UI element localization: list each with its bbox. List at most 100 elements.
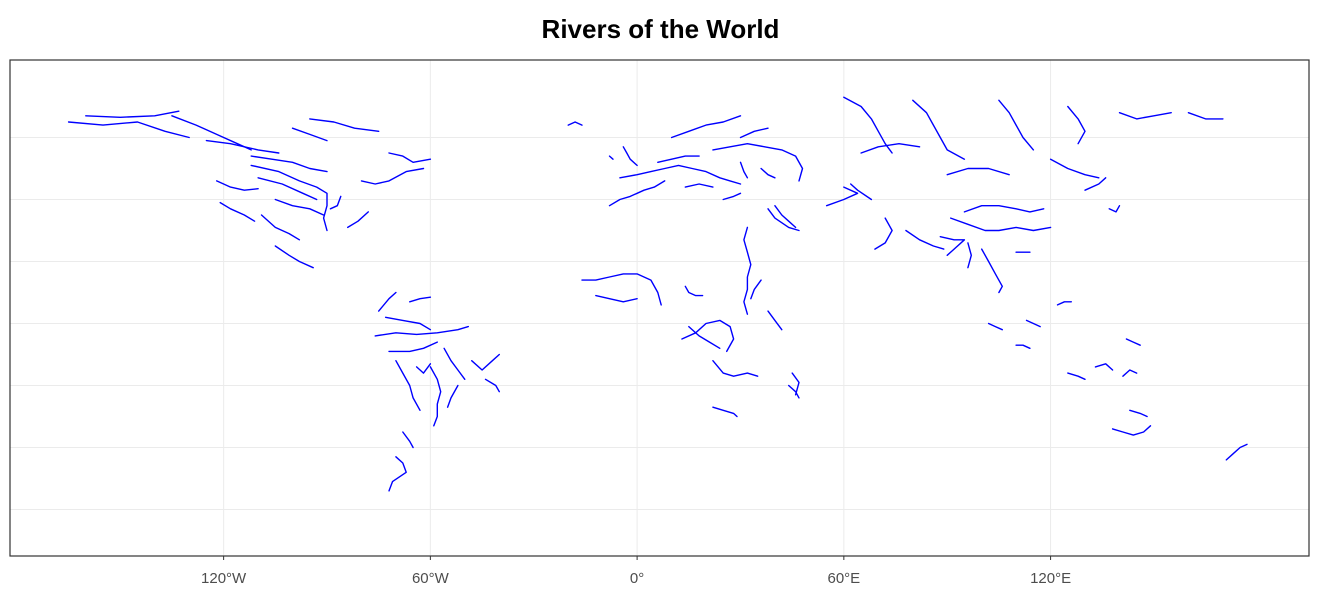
river-line bbox=[743, 226, 752, 315]
river-line bbox=[739, 127, 769, 139]
river-line bbox=[85, 110, 180, 119]
river-line bbox=[595, 294, 638, 303]
river-group-south-america bbox=[374, 291, 500, 492]
river-line bbox=[250, 155, 328, 173]
river-line bbox=[291, 127, 328, 142]
river-line bbox=[402, 431, 414, 449]
rivers-layer bbox=[67, 96, 1248, 492]
river-group-islands-and-oceania bbox=[567, 121, 1248, 461]
map-title: Rivers of the World bbox=[541, 14, 780, 44]
river-line bbox=[205, 139, 280, 154]
x-tick-label: 0° bbox=[630, 570, 644, 587]
river-line bbox=[939, 235, 966, 257]
river-line bbox=[219, 201, 256, 222]
river-line bbox=[608, 155, 614, 160]
river-line bbox=[767, 310, 783, 331]
river-line bbox=[684, 183, 714, 188]
x-axis: 120°W 60°W 0° 60°E 120°E bbox=[201, 556, 1071, 587]
river-line bbox=[608, 180, 666, 207]
river-line bbox=[981, 248, 1003, 294]
river-line bbox=[998, 99, 1035, 151]
x-tick-label: 120°E bbox=[1030, 570, 1071, 587]
river-group-north-america bbox=[67, 110, 432, 269]
river-line bbox=[360, 167, 425, 185]
river-line bbox=[1187, 111, 1224, 120]
river-line bbox=[309, 118, 380, 133]
panel-border bbox=[9, 59, 1310, 557]
river-line bbox=[825, 186, 859, 207]
river-line bbox=[905, 229, 945, 250]
river-line bbox=[739, 161, 749, 179]
river-line bbox=[712, 142, 804, 182]
river-line bbox=[622, 146, 638, 167]
river-line bbox=[657, 155, 700, 164]
river-line bbox=[1067, 105, 1086, 145]
river-line bbox=[374, 325, 469, 337]
river-line bbox=[843, 96, 893, 154]
river-line bbox=[712, 360, 759, 377]
river-line bbox=[1111, 425, 1152, 436]
river-line bbox=[274, 245, 314, 269]
river-group-asia bbox=[767, 96, 1224, 294]
river-line bbox=[760, 167, 776, 179]
river-line bbox=[1094, 363, 1114, 371]
river-line bbox=[329, 195, 342, 210]
river-group-europe bbox=[608, 115, 804, 207]
river-line bbox=[1084, 177, 1107, 191]
river-line bbox=[1122, 369, 1138, 377]
river-line bbox=[1056, 301, 1073, 306]
river-line bbox=[1025, 319, 1041, 328]
river-line bbox=[670, 115, 742, 139]
river-line bbox=[347, 211, 369, 229]
river-line bbox=[250, 164, 328, 232]
river-line bbox=[950, 217, 1052, 232]
river-line bbox=[946, 167, 1010, 176]
river-line bbox=[963, 204, 1045, 213]
river-line bbox=[688, 325, 721, 349]
river-line bbox=[987, 322, 1003, 331]
river-line bbox=[581, 273, 662, 306]
river-line bbox=[1129, 409, 1148, 418]
x-tick-label: 120°W bbox=[201, 570, 247, 587]
river-line bbox=[484, 378, 500, 393]
river-line bbox=[1118, 111, 1172, 120]
river-line bbox=[1015, 344, 1031, 349]
river-line bbox=[712, 406, 738, 418]
river-group-africa bbox=[581, 226, 800, 418]
river-line bbox=[395, 360, 421, 411]
river-line bbox=[767, 208, 800, 232]
river-line bbox=[388, 456, 407, 492]
river-line bbox=[1108, 204, 1121, 213]
river-line bbox=[67, 121, 190, 139]
graticule bbox=[10, 60, 1309, 556]
river-line bbox=[260, 214, 301, 241]
river-line bbox=[429, 366, 442, 427]
river-line bbox=[443, 347, 466, 380]
river-line bbox=[171, 115, 252, 151]
river-line bbox=[619, 164, 742, 185]
river-line bbox=[567, 121, 583, 126]
river-line bbox=[409, 296, 432, 303]
river-line bbox=[684, 285, 704, 297]
river-line bbox=[378, 291, 397, 312]
river-line bbox=[850, 183, 873, 201]
river-line bbox=[1125, 338, 1141, 346]
river-line bbox=[1225, 443, 1248, 461]
river-line bbox=[788, 384, 800, 399]
river-line bbox=[388, 341, 438, 353]
river-line bbox=[1067, 372, 1086, 380]
river-line bbox=[215, 180, 259, 191]
river-line bbox=[874, 217, 893, 250]
river-line bbox=[388, 152, 432, 164]
river-line bbox=[860, 142, 921, 154]
river-line bbox=[471, 353, 500, 371]
river-line bbox=[446, 384, 459, 408]
x-tick-label: 60°E bbox=[827, 570, 860, 587]
river-line bbox=[774, 204, 797, 229]
river-line bbox=[967, 242, 972, 269]
x-tick-label: 60°W bbox=[412, 570, 450, 587]
river-line bbox=[415, 363, 432, 374]
river-line bbox=[722, 192, 742, 201]
